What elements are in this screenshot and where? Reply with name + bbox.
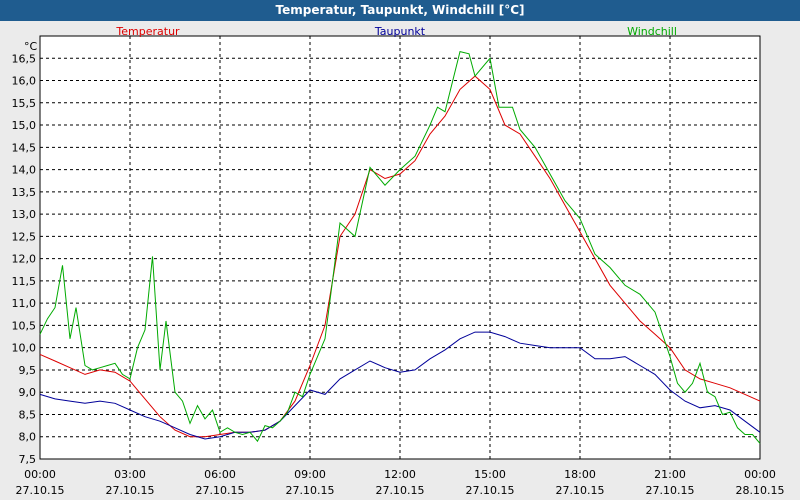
y-tick-label: 13,5 [12,186,37,199]
series-lines [39,50,761,444]
x-tick-time: 18:00 [564,468,596,481]
y-tick-label: 9,0 [19,386,37,399]
x-tick-time: 00:00 [744,468,776,481]
y-tick-label: 11,0 [12,297,37,310]
y-tick-label: 16,5 [12,52,37,65]
x-tick-date: 27.10.15 [376,484,425,497]
legend-temperatur: Temperatur [115,25,180,38]
x-tick-date: 27.10.15 [106,484,155,497]
x-tick-date: 27.10.15 [466,484,515,497]
grid-lines [39,35,761,460]
y-axis-unit: °C [24,40,38,53]
y-tick-label: 14,0 [12,164,37,177]
x-tick-time: 21:00 [654,468,686,481]
y-tick-label: 7,5 [19,453,37,466]
y-tick-label: 13,0 [12,208,37,221]
x-tick-time: 03:00 [114,468,146,481]
x-tick-date: 27.10.15 [196,484,245,497]
series-line-temperatur [39,75,761,438]
x-tick-time: 12:00 [384,468,416,481]
x-tick-time: 06:00 [204,468,236,481]
y-tick-label: 11,5 [12,275,37,288]
legend-windchill: Windchill [627,25,677,38]
y-tick-label: 16,0 [12,75,37,88]
y-tick-label: 9,5 [19,364,37,377]
y-tick-label: 10,0 [12,342,37,355]
x-tick-time: 09:00 [294,468,326,481]
x-tick-time: 00:00 [24,468,56,481]
series-line-taupunkt [39,331,761,440]
y-tick-label: 10,5 [12,319,37,332]
x-tick-date: 27.10.15 [556,484,605,497]
legend-taupunkt: Taupunkt [374,25,426,38]
series-line-windchill [39,50,761,444]
y-tick-label: 15,0 [12,119,37,132]
x-tick-date: 27.10.15 [646,484,695,497]
y-tick-label: 8,0 [19,431,37,444]
x-tick-date: 28.10.15 [736,484,785,497]
x-tick-date: 27.10.15 [16,484,65,497]
chart-title: Temperatur, Taupunkt, Windchill [°C] [0,0,800,21]
y-tick-label: 12,0 [12,253,37,266]
x-tick-time: 15:00 [474,468,506,481]
y-tick-label: 8,5 [19,408,37,421]
y-tick-label: 14,5 [12,141,37,154]
y-axis-ticks: 7,5 8,0 8,5 9,0 9,5 10,0 10,5 11,0 11,5 12,0 12,5 1… [12,52,37,466]
y-tick-label: 15,5 [12,97,37,110]
x-axis-ticks: 00:00 27.10.15 03:00 27.10.15 06:00 27.10.15 0… [16,468,785,497]
y-tick-label: 12,5 [12,230,37,243]
x-tick-date: 27.10.15 [286,484,335,497]
